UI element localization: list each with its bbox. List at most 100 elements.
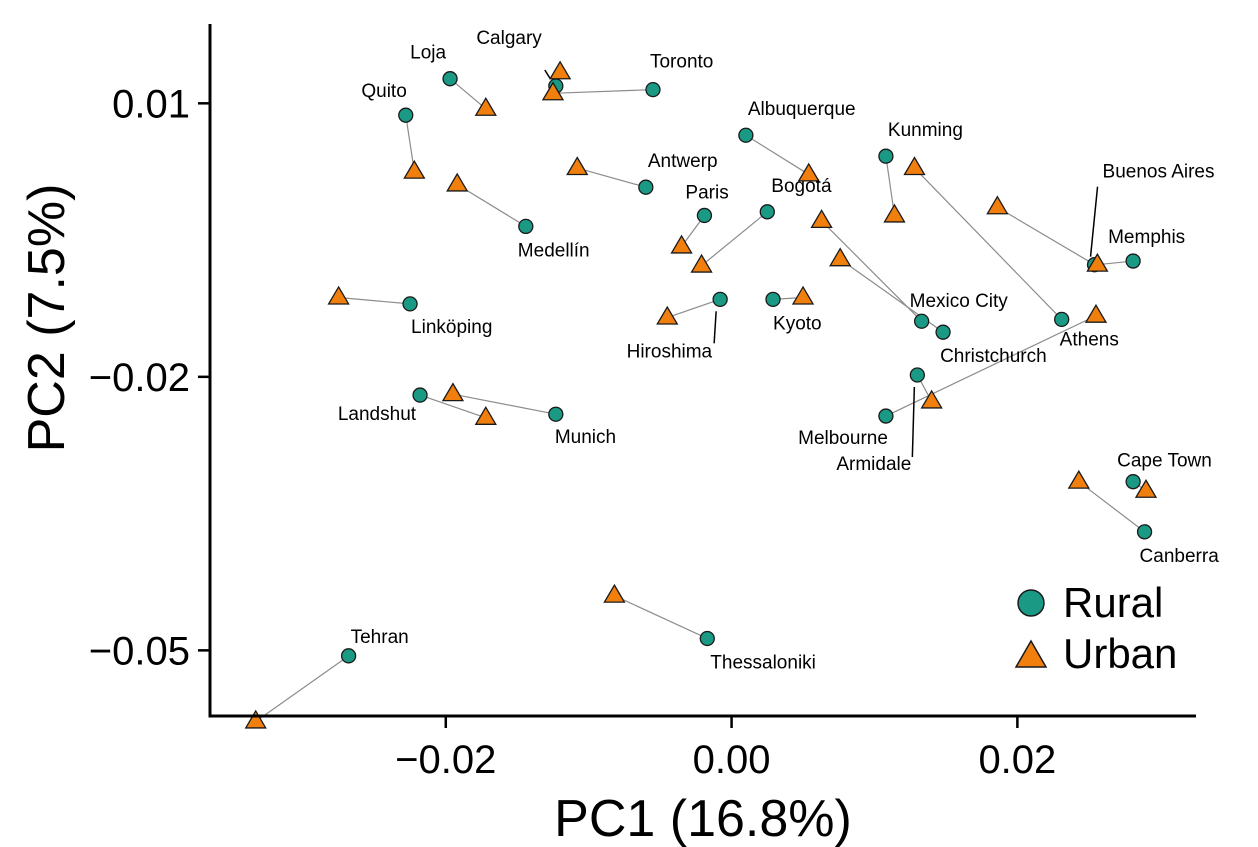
ticks-layer: −0.02 0.00 0.02 0.01 −0.02 −0.05 xyxy=(89,82,1057,782)
urban-point-munich xyxy=(441,382,465,402)
urban-point-antwerp xyxy=(566,156,589,176)
urban-point-landshut xyxy=(474,406,497,425)
city-label-quito: Quito xyxy=(361,81,406,102)
urban-point-calgary xyxy=(548,60,572,80)
pair-line-quito xyxy=(405,115,415,172)
urban-point-kyoto xyxy=(791,285,815,305)
urban-point-thessaloniki xyxy=(603,583,626,603)
urban-point-memphis xyxy=(1086,252,1109,272)
urban-point-athens xyxy=(903,156,926,176)
rural-point-mexico-city xyxy=(913,313,930,329)
city-label-tehran: Tehran xyxy=(351,627,409,648)
pair-line-linkoping xyxy=(338,296,411,305)
pair-line-antwerp xyxy=(577,167,647,188)
y-axis-title: PC2 (7.5%) xyxy=(18,184,76,453)
points-layer xyxy=(244,60,1158,729)
pair-line-buenos-aires xyxy=(997,206,1095,266)
urban-point-hiroshima xyxy=(656,305,679,325)
city-label-melbourne: Melbourne xyxy=(798,428,888,449)
rural-point-albuquerque xyxy=(738,127,754,143)
leader-line-hiroshima xyxy=(713,311,717,344)
pair-line-albuquerque xyxy=(745,134,810,175)
urban-point-albuquerque xyxy=(797,162,820,182)
city-label-memphis: Memphis xyxy=(1108,227,1185,248)
rural-point-kyoto xyxy=(765,291,781,307)
pair-line-canberra xyxy=(1078,481,1145,533)
y-tick-label: −0.05 xyxy=(89,629,190,673)
city-label-hiroshima: Hiroshima xyxy=(627,341,713,362)
city-label-kyoto: Kyoto xyxy=(773,313,822,334)
pair-line-munich xyxy=(452,393,556,415)
urban-point-paris xyxy=(670,234,693,254)
rural-point-memphis xyxy=(1125,253,1141,269)
urban-point-cape-town xyxy=(1134,478,1158,498)
city-label-athens: Athens xyxy=(1060,329,1119,350)
rural-point-melbourne xyxy=(878,408,894,424)
city-label-albuquerque: Albuquerque xyxy=(748,99,856,120)
leader-line-armidale xyxy=(911,386,916,458)
x-tick-label: −0.02 xyxy=(395,738,496,782)
city-label-mexico-city: Mexico City xyxy=(910,291,1009,312)
city-label-antwerp: Antwerp xyxy=(648,151,718,172)
leader-line-calgary xyxy=(544,69,551,79)
rural-point-thessaloniki xyxy=(699,630,715,647)
urban-point-canberra xyxy=(1067,469,1090,489)
city-label-christchurch: Christchurch xyxy=(940,346,1047,367)
leader-lines-layer xyxy=(544,69,1099,458)
city-label-munich: Munich xyxy=(555,427,616,448)
city-label-medellin: Medellín xyxy=(518,240,590,261)
pair-line-hiroshima xyxy=(667,298,721,319)
rural-point-canberra xyxy=(1136,524,1153,540)
urban-point-quito xyxy=(403,159,426,179)
rural-point-medellin xyxy=(518,218,534,235)
leader-line-buenos-aires xyxy=(1089,186,1099,257)
city-label-calgary: Calgary xyxy=(476,28,542,49)
rural-point-toronto xyxy=(645,81,661,98)
rural-point-cape-town xyxy=(1125,474,1141,490)
urban-point-melbourne xyxy=(1084,303,1108,323)
y-tick-label: −0.02 xyxy=(89,356,190,400)
rural-point-loja xyxy=(442,71,458,87)
city-label-linkoping: Linköping xyxy=(411,317,492,338)
rural-point-tehran xyxy=(340,648,357,664)
legend-rural-label: Rural xyxy=(1063,579,1163,626)
city-label-cape-town: Cape Town xyxy=(1117,451,1212,472)
urban-point-christchurch xyxy=(829,247,852,267)
rural-point-bogota xyxy=(759,204,775,220)
city-labels-layer: Loja Calgary Toronto Quito Medellín Antwerp Al… xyxy=(338,28,1219,674)
urban-point-bogota xyxy=(690,253,713,273)
city-label-bogota: Bogotá xyxy=(771,176,832,197)
x-axis-title: PC1 (16.8%) xyxy=(554,790,852,847)
rural-point-paris xyxy=(696,207,713,224)
city-label-loja: Loja xyxy=(410,43,446,64)
city-label-paris: Paris xyxy=(685,182,728,203)
rural-point-antwerp xyxy=(638,179,654,195)
rural-point-quito xyxy=(398,107,414,123)
pair-line-kunming xyxy=(885,156,896,216)
urban-point-buenos-aires xyxy=(986,195,1009,215)
urban-point-toronto xyxy=(541,81,565,101)
pair-line-toronto xyxy=(552,89,654,94)
legend-rural-marker xyxy=(1017,589,1045,617)
legend-urban-label: Urban xyxy=(1063,630,1177,677)
urban-point-tehran xyxy=(244,709,267,729)
y-tick-label: 0.01 xyxy=(112,82,190,126)
pair-line-athens xyxy=(914,167,1063,320)
city-label-buenos-aires: Buenos Aires xyxy=(1103,162,1215,183)
rural-point-munich xyxy=(548,406,564,422)
rural-point-hiroshima xyxy=(712,291,728,307)
rural-point-christchurch xyxy=(935,324,951,340)
urban-point-kunming xyxy=(883,203,906,223)
city-label-thessaloniki: Thessaloniki xyxy=(710,653,816,674)
rural-point-linkoping xyxy=(402,296,418,312)
city-label-toronto: Toronto xyxy=(650,52,713,73)
pair-line-medellin xyxy=(456,183,527,227)
pair-line-melbourne xyxy=(885,315,1097,417)
rural-point-landshut xyxy=(412,387,428,403)
legend: Rural Urban xyxy=(1014,579,1177,677)
pair-line-loja xyxy=(449,78,487,110)
pair-line-thessaloniki xyxy=(614,595,708,640)
rural-point-athens xyxy=(1054,311,1070,328)
x-tick-label: 0.02 xyxy=(978,738,1056,782)
